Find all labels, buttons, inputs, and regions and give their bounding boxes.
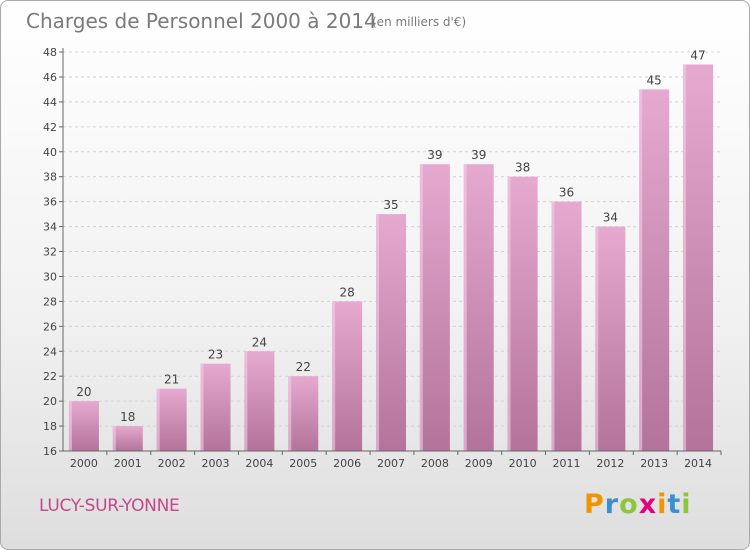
y-tick-label: 30 [43,270,57,283]
data-label: 35 [383,198,398,212]
bar-highlight [551,201,555,451]
data-label: 24 [252,335,267,349]
bar [112,426,143,451]
bar-highlight [112,426,116,451]
axes: 16 18 20 22 24 26 28 30 32 34 36 38 40 42 44 46 48 2000 20… [43,46,722,470]
bar-highlight [156,388,160,451]
x-tick-label: 2004 [245,457,273,470]
bar-highlight [683,64,687,451]
bar [419,164,450,451]
x-tick-label: 2007 [377,457,405,470]
logo-letter: x [638,489,658,520]
y-tick-label: 22 [43,370,57,383]
y-tick-label: 36 [43,196,57,209]
x-tick-label: 2008 [421,457,449,470]
bar-highlight [376,214,379,451]
bar [551,201,582,451]
data-label: 36 [559,186,574,200]
bar-highlight [288,376,292,451]
y-tick-label: 24 [43,345,57,358]
bar [156,388,187,451]
x-tick-label: 2013 [640,457,668,470]
y-tick-label: 18 [43,420,57,433]
bar-highlight [332,301,336,451]
x-tick-label: 2003 [202,457,230,470]
data-label: 38 [515,161,530,175]
logo-letter: o [619,489,639,520]
bar [595,226,626,451]
logo-letter: i [681,489,692,520]
bar [463,164,494,451]
logo-letter: t [667,489,682,520]
bar-highlight [200,363,204,451]
x-tick-label: 2002 [158,457,186,470]
bar [683,64,714,451]
data-label: 22 [296,360,311,374]
data-label: 39 [427,148,442,162]
y-tick-label: 16 [43,445,57,458]
y-tick-label: 28 [43,295,57,308]
x-tick-label: 2005 [289,457,317,470]
data-label: 23 [208,348,223,362]
y-tick-label: 42 [43,121,57,134]
logo-letter: r [604,489,620,520]
bar-highlight [595,226,599,451]
data-label: 18 [120,410,135,424]
data-label: 47 [690,48,705,62]
data-label: 39 [471,148,486,162]
x-tick-label: 2012 [596,457,624,470]
x-tick-label: 2006 [333,457,361,470]
y-tick-label: 40 [43,146,57,159]
x-tick-label: 2001 [114,457,142,470]
y-tick-label: 34 [43,221,57,234]
bar [244,351,275,451]
x-tick-label: 2011 [552,457,580,470]
bar-highlight [507,176,511,451]
x-tick-label: 2009 [465,457,493,470]
chart-title: Charges de Personnel 2000 à 2014 [26,9,377,33]
y-tick-label: 46 [43,71,57,84]
bar-highlight [463,164,467,451]
bar-highlight [68,401,72,451]
data-label: 34 [603,211,618,225]
bar [639,89,670,451]
bars: 20 18 21 23 24 22 28 35 39 39 38 36 34 45 47 [68,48,714,451]
y-tick-label: 48 [43,46,57,59]
y-tick-label: 32 [43,246,57,259]
y-tick-label: 26 [43,320,57,333]
data-label: 21 [164,373,179,387]
data-label: 28 [339,285,354,299]
bar [332,301,363,451]
y-tick-label: 38 [43,171,57,184]
chart-subtitle: (en milliers d'€) [372,15,466,29]
commune-name: LUCY-SUR-YONNE [39,496,180,516]
bar [68,401,99,451]
bar [288,376,319,451]
y-tick-label: 20 [43,395,57,408]
data-label: 20 [76,385,91,399]
logo-letter: P [584,489,605,520]
bar [376,214,406,451]
data-label: 45 [647,73,662,87]
y-tick-label: 44 [43,96,57,109]
bar [200,363,231,451]
logo-letter: i [657,489,668,520]
x-tick-label: 2014 [684,457,712,470]
bar-highlight [244,351,248,451]
bar-highlight [419,164,423,451]
bar [507,176,538,451]
bar-highlight [639,89,643,451]
x-tick-label: 2010 [509,457,537,470]
x-tick-label: 2000 [70,457,98,470]
proxiti-logo: Proxiti [584,489,692,520]
